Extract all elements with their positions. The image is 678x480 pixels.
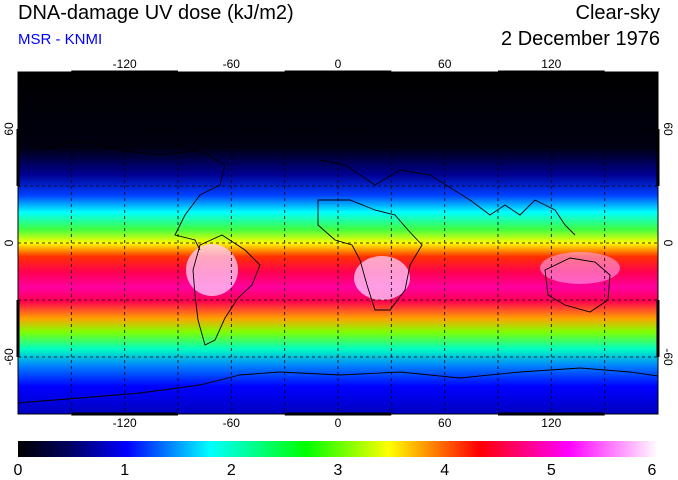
lon-tick-bottom: -120: [113, 416, 137, 430]
coastline-europe-asia: [319, 159, 576, 236]
uv-hotspot-australia: [540, 252, 620, 284]
lat-tick-right: 0: [661, 240, 675, 247]
colorbar-label: 2: [227, 462, 236, 479]
lon-tick-bottom: 0: [335, 416, 342, 430]
uv-hotspot-africa: [354, 256, 410, 300]
lon-tick-bottom: -60: [223, 416, 241, 430]
colorbar-label: 0: [14, 462, 23, 479]
coastlines: [18, 139, 658, 404]
sky-condition-label: Clear-sky: [575, 2, 660, 24]
lon-tick-top: 0: [335, 57, 342, 71]
colorbar-label: 5: [547, 462, 556, 479]
colorbar: [18, 441, 658, 457]
lat-tick-left: -60: [2, 348, 16, 366]
lon-tick-top: 120: [541, 57, 561, 71]
lon-tick-top: 60: [438, 57, 452, 71]
lon-tick-bottom: 60: [438, 416, 452, 430]
chart-title: DNA-damage UV dose (kJ/m2): [18, 2, 294, 24]
colorbar-label: 1: [120, 462, 129, 479]
colorbar-label: 6: [648, 462, 657, 479]
date-label: 2 December 1976: [501, 28, 660, 50]
colorbar-label: 3: [334, 462, 343, 479]
lon-tick-bottom: 120: [541, 416, 561, 430]
lat-tick-right: 60: [661, 122, 675, 136]
frame-ticks: [16, 70, 660, 416]
uv-hotspot-south-america: [186, 244, 238, 296]
graticule: [18, 72, 658, 414]
colorbar-label: 4: [440, 462, 449, 479]
lon-tick-top: -60: [223, 57, 241, 71]
lon-tick-top: -120: [113, 57, 137, 71]
lat-tick-left: 0: [2, 239, 16, 246]
coastline-south-america: [192, 234, 261, 346]
coastline-antarctica: [18, 367, 658, 404]
source-label: MSR - KNMI: [18, 31, 103, 48]
lat-tick-left: 60: [2, 122, 16, 136]
lat-tick-right: -60: [661, 348, 675, 366]
